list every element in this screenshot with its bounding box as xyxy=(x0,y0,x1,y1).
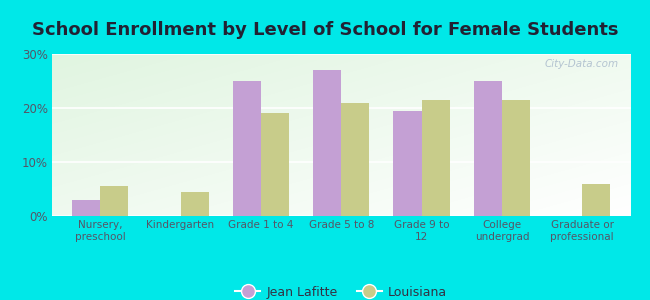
Bar xyxy=(502,100,530,216)
Text: City-Data.com: City-Data.com xyxy=(545,59,619,69)
Text: School Enrollment by Level of School for Female Students: School Enrollment by Level of School for… xyxy=(32,21,618,39)
Bar xyxy=(261,113,289,216)
Bar xyxy=(341,103,369,216)
Bar xyxy=(422,100,450,216)
Bar xyxy=(100,186,128,216)
Bar xyxy=(474,81,502,216)
Bar xyxy=(181,192,209,216)
Legend: Jean Lafitte, Louisiana: Jean Lafitte, Louisiana xyxy=(231,281,452,300)
Bar xyxy=(313,70,341,216)
Bar xyxy=(72,200,100,216)
Bar xyxy=(582,184,610,216)
Bar xyxy=(233,81,261,216)
Bar xyxy=(393,111,422,216)
